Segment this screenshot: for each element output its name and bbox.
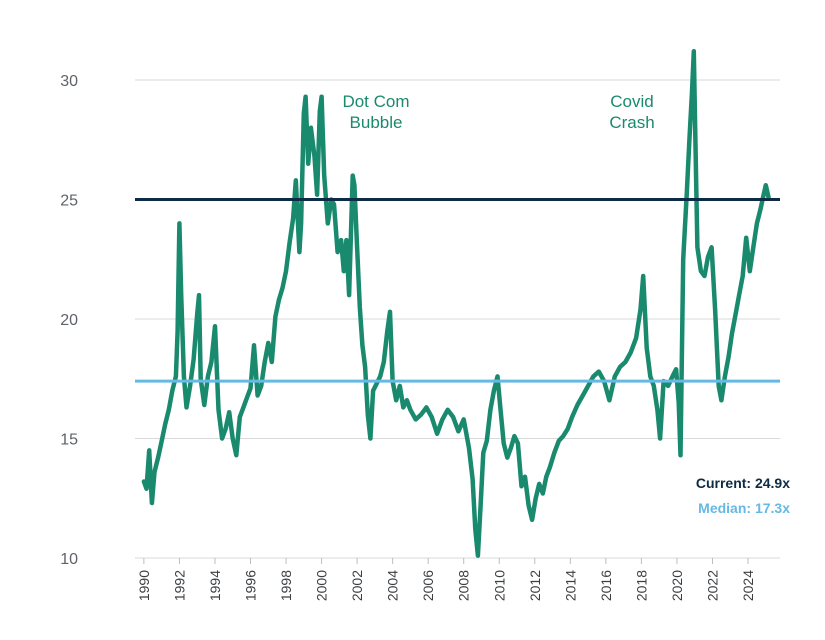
x-axis-ticks: 1990 1992 1994 1996 1998 2000 2002 2004 2006 2008… [136,570,756,601]
x-tick-label: 2012 [527,570,543,601]
series-line-0 [141,49,771,558]
x-tick-label: 2010 [491,570,507,601]
annotation-text: Bubble [350,113,403,132]
x-tick-label: 1996 [242,570,258,601]
series-layer [141,49,771,558]
x-tick-label: 1990 [136,570,152,601]
reference-labels: Current: 24.9x Median: 17.3x [696,475,790,516]
x-tick-label: 2000 [314,570,330,601]
y-tick-label: 20 [60,312,78,329]
x-tick-label: 1998 [278,570,294,601]
x-tick-label: 1992 [171,570,187,601]
current-label: Current: 24.9x [696,475,790,491]
median-label: Median: 17.3x [698,500,790,516]
reference-lines [135,198,780,383]
annotation-text: Covid [610,92,653,111]
x-tick-label: 2020 [669,570,685,601]
y-tick-label: 15 [60,432,78,449]
x-tick-label: 1994 [207,570,223,601]
annotation-text: Dot Com [342,92,409,111]
x-tick-label: 2004 [385,570,401,601]
annotations: Dot Com Bubble Covid Crash [342,92,654,132]
y-tick-label: 30 [60,73,78,90]
x-tick-label: 2008 [456,570,472,601]
x-tick-label: 2002 [349,570,365,601]
y-tick-label: 10 [60,551,78,568]
x-tick-label: 2022 [704,570,720,601]
y-tick-label: 25 [60,193,78,210]
y-axis-ticks: 10 15 20 25 30 [60,73,78,568]
annotation-text: Crash [609,113,654,132]
x-tick-label: 2014 [562,570,578,601]
x-tick-label: 2006 [420,570,436,601]
x-tick-label: 2018 [633,570,649,601]
x-tick-label: 2024 [740,570,756,601]
x-tick-label: 2016 [598,570,614,601]
